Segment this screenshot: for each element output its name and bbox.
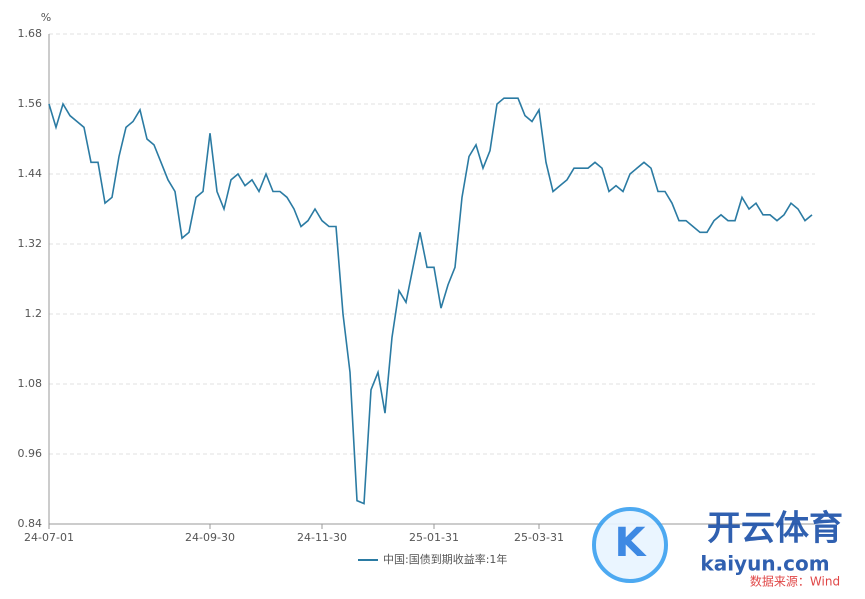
y-tick-label: 0.84	[18, 517, 43, 530]
x-tick-label: 24-09-30	[185, 531, 235, 544]
y-tick-label: 1.2	[25, 307, 43, 320]
y-tick-label: 1.32	[18, 237, 43, 250]
y-tick-label: 1.56	[18, 97, 43, 110]
legend-label: 中国:国债到期收益率:1年	[383, 552, 507, 566]
watermark-logo-letter: K	[615, 520, 648, 566]
source: 数据来源：Wind	[750, 574, 840, 589]
y-tick-label: 1.44	[18, 167, 43, 180]
x-tick-label: 25-03-31	[514, 531, 564, 544]
watermark-site: kaiyun.com	[700, 552, 829, 576]
watermark-logo	[592, 507, 668, 583]
y-unit: %	[41, 11, 51, 24]
x-tick-label: 24-11-30	[297, 531, 347, 544]
y-tick-label: 1.68	[18, 27, 43, 40]
y-tick-label: 1.08	[18, 377, 43, 390]
watermark-brand: 开云体育	[707, 509, 843, 549]
x-tick-label: 24-07-01	[24, 531, 74, 544]
data-line	[48, 97, 813, 505]
watermark: K 开云体育 kaiyun.com 数据来源：Wind	[592, 507, 843, 589]
y-tick-label: 0.96	[18, 447, 43, 460]
x-tick-label: 25-01-31	[409, 531, 459, 544]
